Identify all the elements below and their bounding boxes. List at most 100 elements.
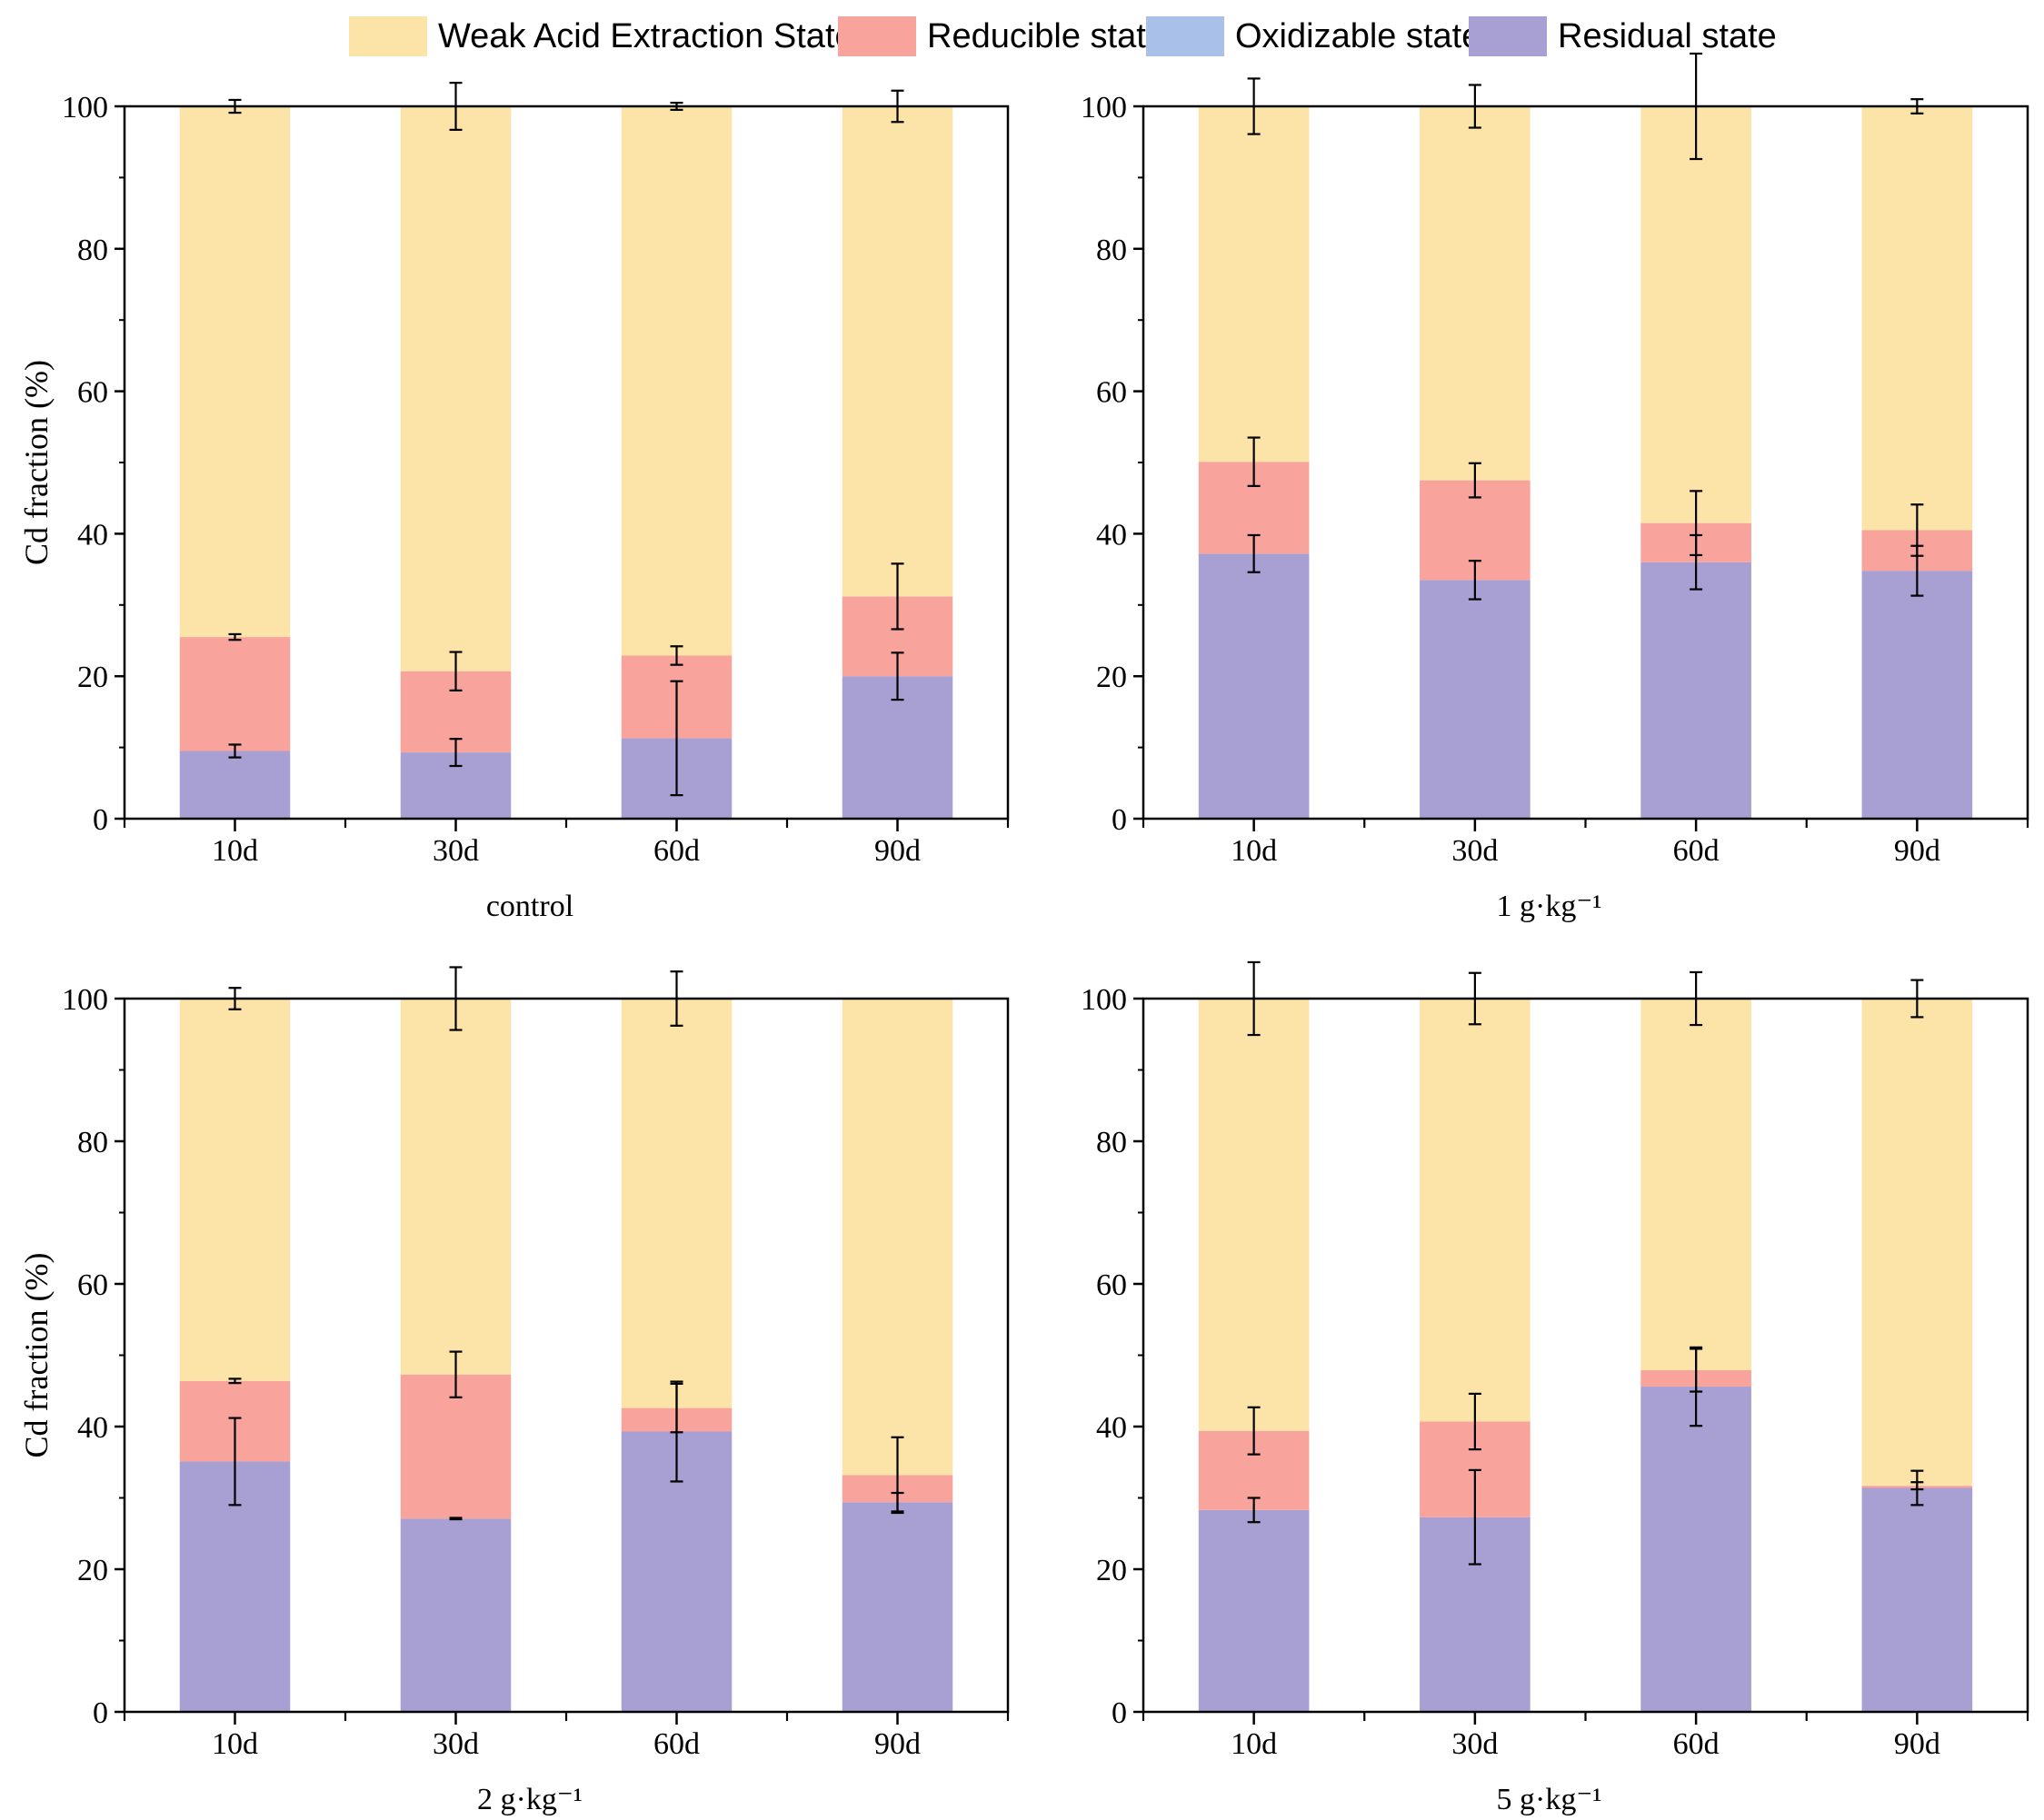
bar-weak-acid-extraction-state-30d (400, 999, 512, 1375)
error-bar-residual-state-30d (449, 738, 463, 768)
x-tick-label: 60d (1673, 834, 1720, 868)
bar-weak-acid-extraction-state-60d (1640, 106, 1751, 523)
error-bar-reducible-state-30d (449, 1350, 463, 1398)
error-bar-reducible-state-10d (1247, 436, 1261, 487)
error-bar-residual-state-10d (1247, 533, 1261, 573)
error-bar-residual-state-30d (1468, 560, 1481, 601)
y-tick-label: 60 (77, 376, 108, 410)
y-tick-label: 20 (1096, 661, 1127, 694)
bar-residual-state-10d (1198, 553, 1310, 819)
y-tick-label: 100 (1081, 983, 1127, 1017)
y-tick-label: 0 (1112, 1696, 1127, 1730)
y-tick-label: 60 (1096, 376, 1127, 410)
bar-residual-state-30d (1420, 580, 1531, 819)
bar-weak-acid-extraction-state-90d (1861, 106, 1973, 531)
x-tick-label: 30d (433, 834, 479, 868)
y-axis-label: Cd fraction (%) (18, 1253, 55, 1458)
y-axis-label: Cd fraction (%) (18, 360, 55, 565)
bar-weak-acid-extraction-state-90d (842, 106, 953, 597)
y-tick-label: 20 (1096, 1554, 1127, 1587)
x-tick-label: 10d (1231, 1727, 1277, 1761)
bar-weak-acid-extraction-state-30d (400, 106, 512, 671)
error-bar-reducible-state-30d (1468, 1392, 1481, 1451)
x-tick-label: 90d (1894, 1727, 1940, 1761)
error-bar-residual-state-30d (1468, 1468, 1481, 1566)
error-bar-reducible-state-90d (1910, 503, 1924, 557)
bar-residual-state-90d (842, 1502, 953, 1712)
y-tick-label: 20 (77, 1554, 108, 1587)
y-tick-label: 60 (1096, 1268, 1127, 1302)
x-tick-label: 60d (653, 834, 700, 868)
y-tick-label: 100 (62, 983, 108, 1017)
x-tick-label: 10d (212, 834, 258, 868)
y-tick-label: 20 (77, 661, 108, 694)
y-tick-label: 80 (77, 234, 108, 267)
y-tick-label: 40 (77, 1411, 108, 1445)
bar-residual-state-60d (1640, 562, 1751, 819)
legend: Weak Acid Extraction State Reducible sta… (0, 9, 2044, 60)
error-bar-residual-state-10d (228, 1417, 242, 1507)
y-tick-label: 80 (1096, 234, 1127, 267)
x-tick-label: 10d (1231, 834, 1277, 868)
x-tick-label: 10d (212, 1727, 258, 1761)
chart-panel-2: 0 20 40 60 80 100 10d 30d 60d 90d 1 g·kg⁻¹ (1081, 52, 2029, 923)
panel-caption: 1 g·kg⁻¹ (1497, 890, 1602, 923)
bar-residual-state-90d (1861, 571, 1973, 819)
y-tick-label: 100 (1081, 91, 1127, 124)
bar-weak-acid-extraction-state-60d (1640, 999, 1751, 1370)
error-bar-reducible-state-90d (891, 1436, 904, 1515)
error-bar-reducible-state-60d (1690, 1348, 1703, 1393)
error-bar-reducible-state-10d (228, 1377, 242, 1385)
error-bar-reducible-state-30d (449, 651, 463, 691)
error-bar-reducible-state-30d (1468, 462, 1481, 499)
error-bar-reducible-state-10d (228, 632, 242, 641)
x-tick-label: 90d (874, 1727, 921, 1761)
error-bar-reducible-state-60d (670, 645, 683, 666)
chart-panel-3: 0 20 40 60 80 100 10d 30d 60d 90d 2 g·kg⁻¹ Cd fract… (18, 966, 1010, 1816)
bar-weak-acid-extraction-state-90d (842, 999, 953, 1476)
y-tick-label: 80 (77, 1126, 108, 1159)
x-tick-label: 60d (653, 1727, 700, 1761)
y-tick-label: 0 (93, 803, 108, 837)
legend-label: Weak Acid Extraction State (438, 17, 854, 55)
legend-swatch (1469, 16, 1547, 56)
error-bar-residual-state-60d (670, 680, 683, 797)
y-tick-label: 0 (1112, 803, 1127, 837)
legend-swatch (1146, 16, 1224, 56)
bar-reducible-state-30d (400, 1374, 512, 1519)
bar-weak-acid-extraction-state-30d (1420, 106, 1531, 481)
error-bar-residual-state-10d (1247, 1497, 1261, 1524)
legend-swatch (349, 16, 427, 56)
error-bar-reducible-state-10d (1247, 1406, 1261, 1456)
y-tick-label: 100 (62, 91, 108, 124)
error-bar-reducible-state-90d (1910, 1481, 1924, 1491)
legend-label: Oxidizable state (1235, 17, 1481, 55)
error-bar-reducible-state-60d (1690, 490, 1703, 557)
bar-weak-acid-extraction-state-10d (1198, 106, 1310, 462)
x-tick-label: 30d (1451, 1727, 1498, 1761)
y-tick-label: 60 (77, 1268, 108, 1302)
bar-residual-state-30d (400, 1518, 512, 1712)
bar-reducible-state-10d (179, 637, 291, 751)
bar-weak-acid-extraction-state-10d (1198, 999, 1310, 1431)
bar-residual-state-90d (1861, 1487, 1973, 1712)
x-tick-label: 90d (1894, 834, 1940, 868)
y-tick-label: 0 (93, 1696, 108, 1730)
legend-label: Reducible state (927, 17, 1165, 55)
bar-weak-acid-extraction-state-10d (179, 999, 291, 1381)
chart-panel-1: 0 20 40 60 80 100 10d 30d 60d 90d control Cd fracti… (18, 82, 1010, 923)
bar-residual-state-10d (1198, 1509, 1310, 1712)
error-bar-reducible-state-90d (891, 562, 904, 631)
y-tick-label: 40 (1096, 518, 1127, 552)
y-tick-label: 40 (1096, 1411, 1127, 1445)
chart-panel-4: 0 20 40 60 80 100 10d 30d 60d 90d 5 g·kg⁻¹ (1081, 960, 2029, 1816)
bar-weak-acid-extraction-state-60d (621, 106, 733, 656)
error-bar-residual-state-30d (449, 1517, 463, 1521)
bar-weak-acid-extraction-state-90d (1861, 999, 1973, 1487)
bar-weak-acid-extraction-state-30d (1420, 999, 1531, 1422)
x-tick-label: 60d (1673, 1727, 1720, 1761)
error-bar-residual-state-90d (891, 651, 904, 701)
x-tick-label: 90d (874, 834, 921, 868)
legend-label: Residual state (1558, 17, 1777, 55)
